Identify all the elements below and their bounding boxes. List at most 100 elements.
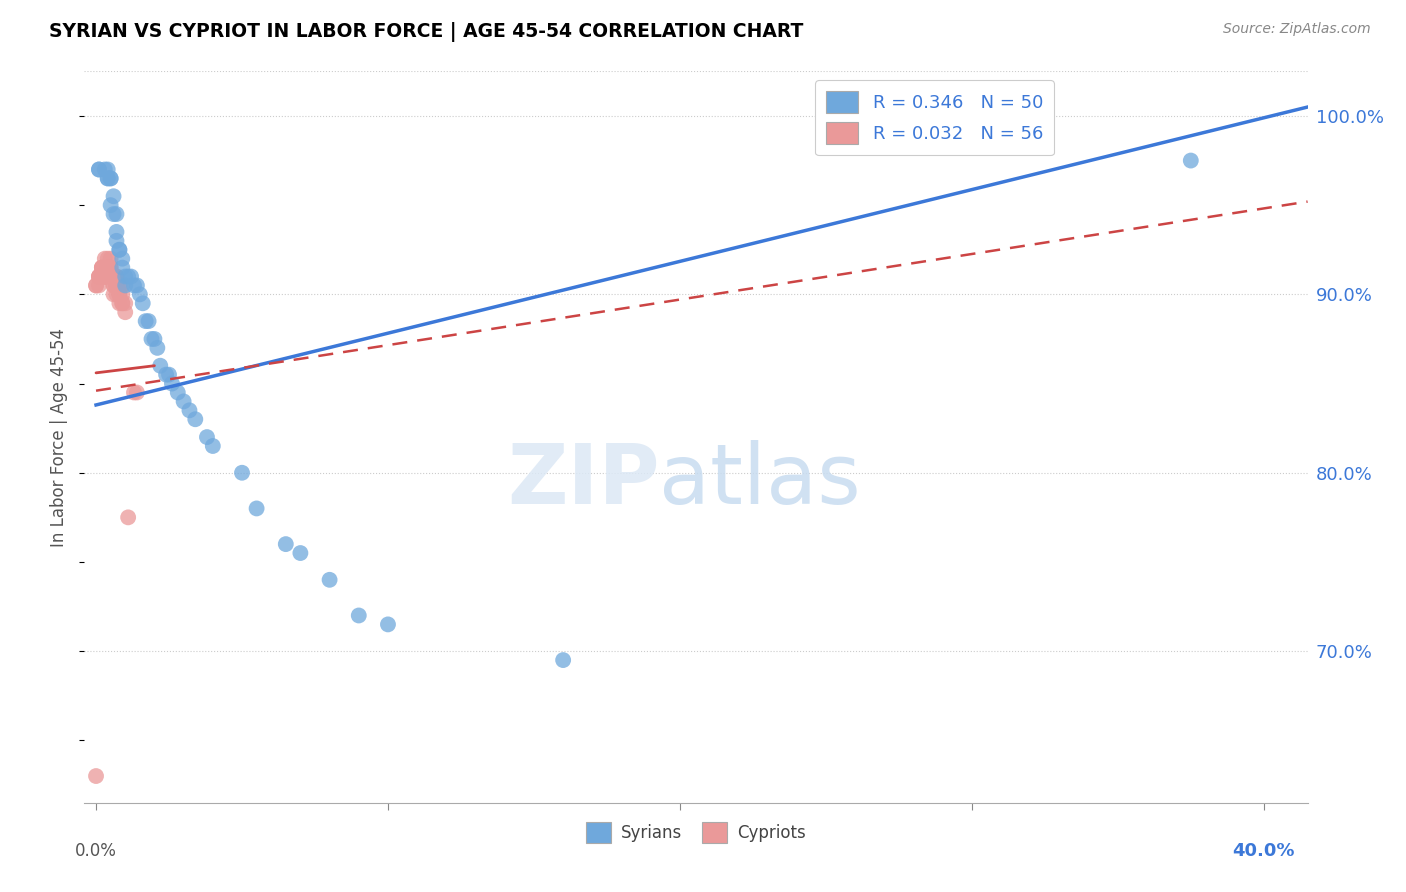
- Point: [94, 269, 117, 284]
- Point: [87, 269, 110, 284]
- Point: [108, 296, 131, 310]
- Point: [114, 269, 136, 284]
- Text: 0.0%: 0.0%: [75, 842, 117, 860]
- Point: [97, 171, 120, 186]
- Point: [105, 207, 128, 221]
- Point: [143, 332, 166, 346]
- Point: [100, 260, 122, 275]
- Point: [90, 269, 112, 284]
- Point: [141, 332, 163, 346]
- Point: [103, 287, 125, 301]
- Point: [149, 359, 172, 373]
- Point: [290, 546, 312, 560]
- Point: [100, 171, 122, 186]
- Point: [117, 510, 139, 524]
- Point: [105, 278, 128, 293]
- Point: [201, 439, 224, 453]
- Point: [122, 278, 145, 293]
- Point: [377, 617, 399, 632]
- Point: [90, 260, 112, 275]
- Point: [87, 278, 110, 293]
- Point: [97, 260, 120, 275]
- Point: [94, 269, 117, 284]
- Point: [108, 278, 131, 293]
- Point: [246, 501, 269, 516]
- Point: [146, 341, 169, 355]
- Point: [318, 573, 340, 587]
- Point: [100, 269, 122, 284]
- Point: [87, 269, 110, 284]
- Point: [108, 287, 131, 301]
- Point: [105, 278, 128, 293]
- Point: [125, 278, 148, 293]
- Point: [105, 269, 128, 284]
- Point: [111, 287, 134, 301]
- Point: [231, 466, 253, 480]
- Point: [111, 296, 134, 310]
- Point: [105, 269, 128, 284]
- Point: [94, 162, 117, 177]
- Point: [103, 207, 125, 221]
- Point: [100, 198, 122, 212]
- Point: [103, 278, 125, 293]
- Point: [94, 252, 117, 266]
- Point: [90, 260, 112, 275]
- Point: [114, 278, 136, 293]
- Point: [94, 269, 117, 284]
- Point: [122, 385, 145, 400]
- Point: [179, 403, 201, 417]
- Legend: Syrians, Cypriots: Syrians, Cypriots: [579, 815, 813, 849]
- Point: [97, 269, 120, 284]
- Point: [155, 368, 177, 382]
- Point: [100, 269, 122, 284]
- Point: [97, 162, 120, 177]
- Point: [166, 385, 188, 400]
- Point: [105, 234, 128, 248]
- Point: [90, 260, 112, 275]
- Point: [100, 269, 122, 284]
- Point: [84, 769, 107, 783]
- Point: [97, 260, 120, 275]
- Point: [128, 287, 150, 301]
- Point: [111, 260, 134, 275]
- Point: [97, 260, 120, 275]
- Point: [94, 269, 117, 284]
- Point: [111, 252, 134, 266]
- Point: [84, 278, 107, 293]
- Point: [1180, 153, 1202, 168]
- Point: [135, 314, 157, 328]
- Point: [103, 278, 125, 293]
- Point: [100, 260, 122, 275]
- Point: [97, 252, 120, 266]
- Point: [105, 278, 128, 293]
- Point: [160, 376, 183, 391]
- Point: [100, 252, 122, 266]
- Point: [132, 296, 155, 310]
- Text: Source: ZipAtlas.com: Source: ZipAtlas.com: [1223, 22, 1371, 37]
- Point: [347, 608, 370, 623]
- Text: ZIP: ZIP: [506, 441, 659, 522]
- Point: [274, 537, 297, 551]
- Point: [100, 171, 122, 186]
- Point: [108, 243, 131, 257]
- Point: [120, 269, 142, 284]
- Point: [117, 269, 139, 284]
- Point: [103, 269, 125, 284]
- Point: [173, 394, 195, 409]
- Point: [138, 314, 160, 328]
- Point: [157, 368, 180, 382]
- Point: [114, 305, 136, 319]
- Point: [90, 269, 112, 284]
- Text: 40.0%: 40.0%: [1233, 842, 1295, 860]
- Text: SYRIAN VS CYPRIOT IN LABOR FORCE | AGE 45-54 CORRELATION CHART: SYRIAN VS CYPRIOT IN LABOR FORCE | AGE 4…: [49, 22, 804, 42]
- Point: [105, 225, 128, 239]
- Point: [97, 269, 120, 284]
- Point: [105, 287, 128, 301]
- Point: [111, 278, 134, 293]
- Point: [184, 412, 207, 426]
- Point: [105, 278, 128, 293]
- Point: [114, 296, 136, 310]
- Point: [87, 162, 110, 177]
- Point: [84, 278, 107, 293]
- Point: [103, 189, 125, 203]
